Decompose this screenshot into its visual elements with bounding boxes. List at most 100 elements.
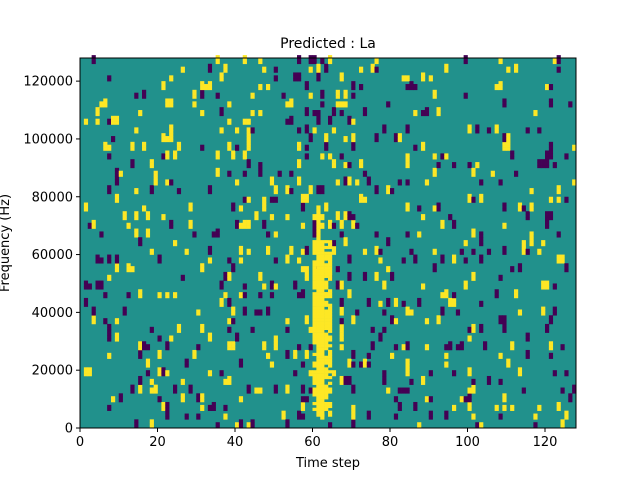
heatmap-cell (320, 358, 325, 362)
heatmap-cell (335, 280, 340, 284)
heatmap-cell (440, 312, 445, 316)
heatmap-cell (421, 141, 426, 146)
x-tick-label: 80 (382, 435, 399, 450)
heatmap-cell (192, 349, 197, 354)
heatmap-cell (161, 156, 166, 160)
heatmap-cell (444, 344, 449, 348)
heatmap-cell (142, 205, 147, 209)
heatmap-cell (533, 413, 538, 417)
heatmap-cell (424, 179, 430, 183)
heatmap-cell (556, 66, 561, 70)
heatmap-cell (471, 378, 476, 383)
heatmap-cell (316, 315, 321, 319)
heatmap-cell (339, 323, 344, 328)
heatmap-cell (262, 66, 267, 70)
heatmap-cell (463, 92, 468, 96)
heatmap-cell (297, 58, 302, 62)
heatmap-cell (328, 370, 333, 374)
heatmap-cell (95, 112, 100, 117)
heatmap-cell (238, 257, 244, 261)
heatmap-cell (537, 159, 542, 163)
heatmap-cell (316, 69, 321, 73)
heatmap-cell (145, 373, 151, 377)
heatmap-cell (157, 352, 162, 357)
heatmap-cell (529, 237, 534, 241)
heatmap-cell (328, 289, 333, 293)
heatmap-cell (173, 150, 178, 154)
heatmap-cell (486, 381, 492, 385)
heatmap-cell (304, 277, 309, 281)
heatmap-cell (560, 387, 565, 391)
heatmap-cell (502, 407, 507, 411)
heatmap-cell (448, 303, 453, 307)
heatmap-cell (231, 341, 236, 345)
heatmap-cell (95, 280, 100, 284)
heatmap-cell (564, 416, 569, 420)
heatmap-cell (107, 257, 112, 261)
heatmap-cell (258, 390, 263, 394)
heatmap-cell (374, 271, 379, 276)
heatmap-cell (413, 112, 418, 117)
heatmap-cell (126, 266, 131, 270)
heatmap-cell (452, 404, 457, 409)
heatmap-cell (304, 355, 309, 359)
heatmap-cell (537, 164, 542, 169)
heatmap-cell (138, 381, 143, 385)
heatmap-cell (541, 312, 546, 316)
heatmap-cell (312, 60, 317, 65)
heatmap-cell (107, 190, 112, 195)
heatmap-cell (219, 373, 224, 377)
heatmap-cell (343, 211, 348, 215)
heatmap-cell (304, 107, 309, 111)
heatmap-cell (494, 84, 499, 88)
heatmap-cell (502, 404, 507, 409)
heatmap-cell (355, 182, 360, 186)
heatmap-cell (192, 355, 197, 359)
heatmap-cell (289, 170, 294, 174)
heatmap-cell (328, 404, 333, 409)
heatmap-cell (421, 110, 426, 114)
heatmap-cell (529, 234, 534, 238)
heatmap-cell (545, 225, 550, 229)
heatmap-cell (556, 190, 561, 195)
heatmap-cell (320, 95, 325, 99)
heatmap-cell (564, 266, 569, 270)
heatmap-cell (343, 136, 348, 140)
heatmap-cell (316, 216, 321, 221)
heatmap-cell (328, 263, 333, 267)
heatmap-cell (235, 332, 240, 336)
heatmap-cell (320, 188, 325, 192)
heatmap-cell (269, 364, 275, 368)
heatmap-cell (548, 214, 554, 218)
heatmap-cell (312, 401, 317, 406)
heatmap-cell (452, 260, 457, 264)
heatmap-cell (324, 373, 329, 377)
heatmap-cell (331, 240, 337, 244)
heatmap-cell (339, 326, 344, 331)
heatmap-cell (192, 352, 197, 357)
heatmap-cell (114, 199, 120, 203)
heatmap-cell (316, 190, 321, 195)
heatmap-cell (479, 422, 484, 426)
heatmap-cell (320, 315, 325, 319)
heatmap-cell (339, 104, 344, 108)
heatmap-cell (235, 222, 240, 226)
heatmap-cell (343, 375, 348, 380)
heatmap-cell (95, 118, 100, 122)
heatmap-cell (308, 138, 313, 143)
heatmap-cell (324, 263, 329, 267)
heatmap-cell (192, 104, 197, 108)
heatmap-cell (273, 257, 278, 261)
heatmap-cell (269, 196, 275, 200)
heatmap-cell (452, 162, 457, 166)
heatmap-cell (548, 86, 554, 91)
heatmap-cell (316, 367, 321, 371)
heatmap-cell (293, 280, 298, 284)
heatmap-cell (269, 292, 275, 296)
heatmap-cell (529, 243, 534, 247)
heatmap-cell (91, 225, 96, 229)
heatmap-cell (157, 257, 162, 261)
heatmap-cell (316, 404, 321, 409)
x-tick-label: 120 (533, 435, 558, 450)
heatmap-cell (200, 399, 205, 403)
